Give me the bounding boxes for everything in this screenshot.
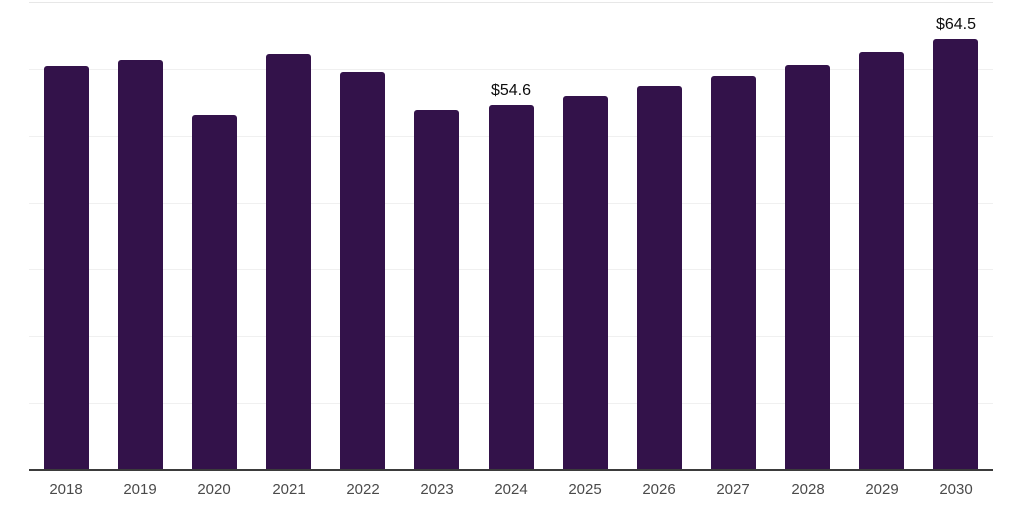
x-tick-2024: 2024 [494,481,528,498]
bar-2024[interactable] [489,105,534,470]
x-tick-2020: 2020 [197,481,231,498]
bar-2025[interactable] [563,96,608,470]
x-tick-2027: 2027 [716,481,750,498]
bar-2029[interactable] [859,52,904,470]
gridline-60 [29,69,993,70]
gridline-70 [29,2,993,3]
x-tick-2025: 2025 [568,481,602,498]
bar-2019[interactable] [118,60,163,470]
value-label-2024: $54.6 [490,82,532,99]
bar-2023[interactable] [414,110,459,470]
x-tick-2018: 2018 [49,481,83,498]
value-label-2030: $64.5 [935,16,977,33]
bar-2028[interactable] [785,65,830,470]
bar-2022[interactable] [340,72,385,470]
bar-2030[interactable] [933,39,978,470]
x-tick-2029: 2029 [865,481,899,498]
x-tick-2023: 2023 [420,481,454,498]
x-tick-2021: 2021 [272,481,306,498]
x-tick-2019: 2019 [123,481,157,498]
x-tick-2028: 2028 [791,481,825,498]
bar-2026[interactable] [637,86,682,470]
bar-2021[interactable] [266,54,311,470]
x-tick-2026: 2026 [642,481,676,498]
x-axis-line [29,469,993,471]
bar-2027[interactable] [711,76,756,470]
bar-2018[interactable] [44,66,89,470]
x-tick-2022: 2022 [346,481,380,498]
bar-2020[interactable] [192,115,237,470]
x-tick-2030: 2030 [939,481,973,498]
